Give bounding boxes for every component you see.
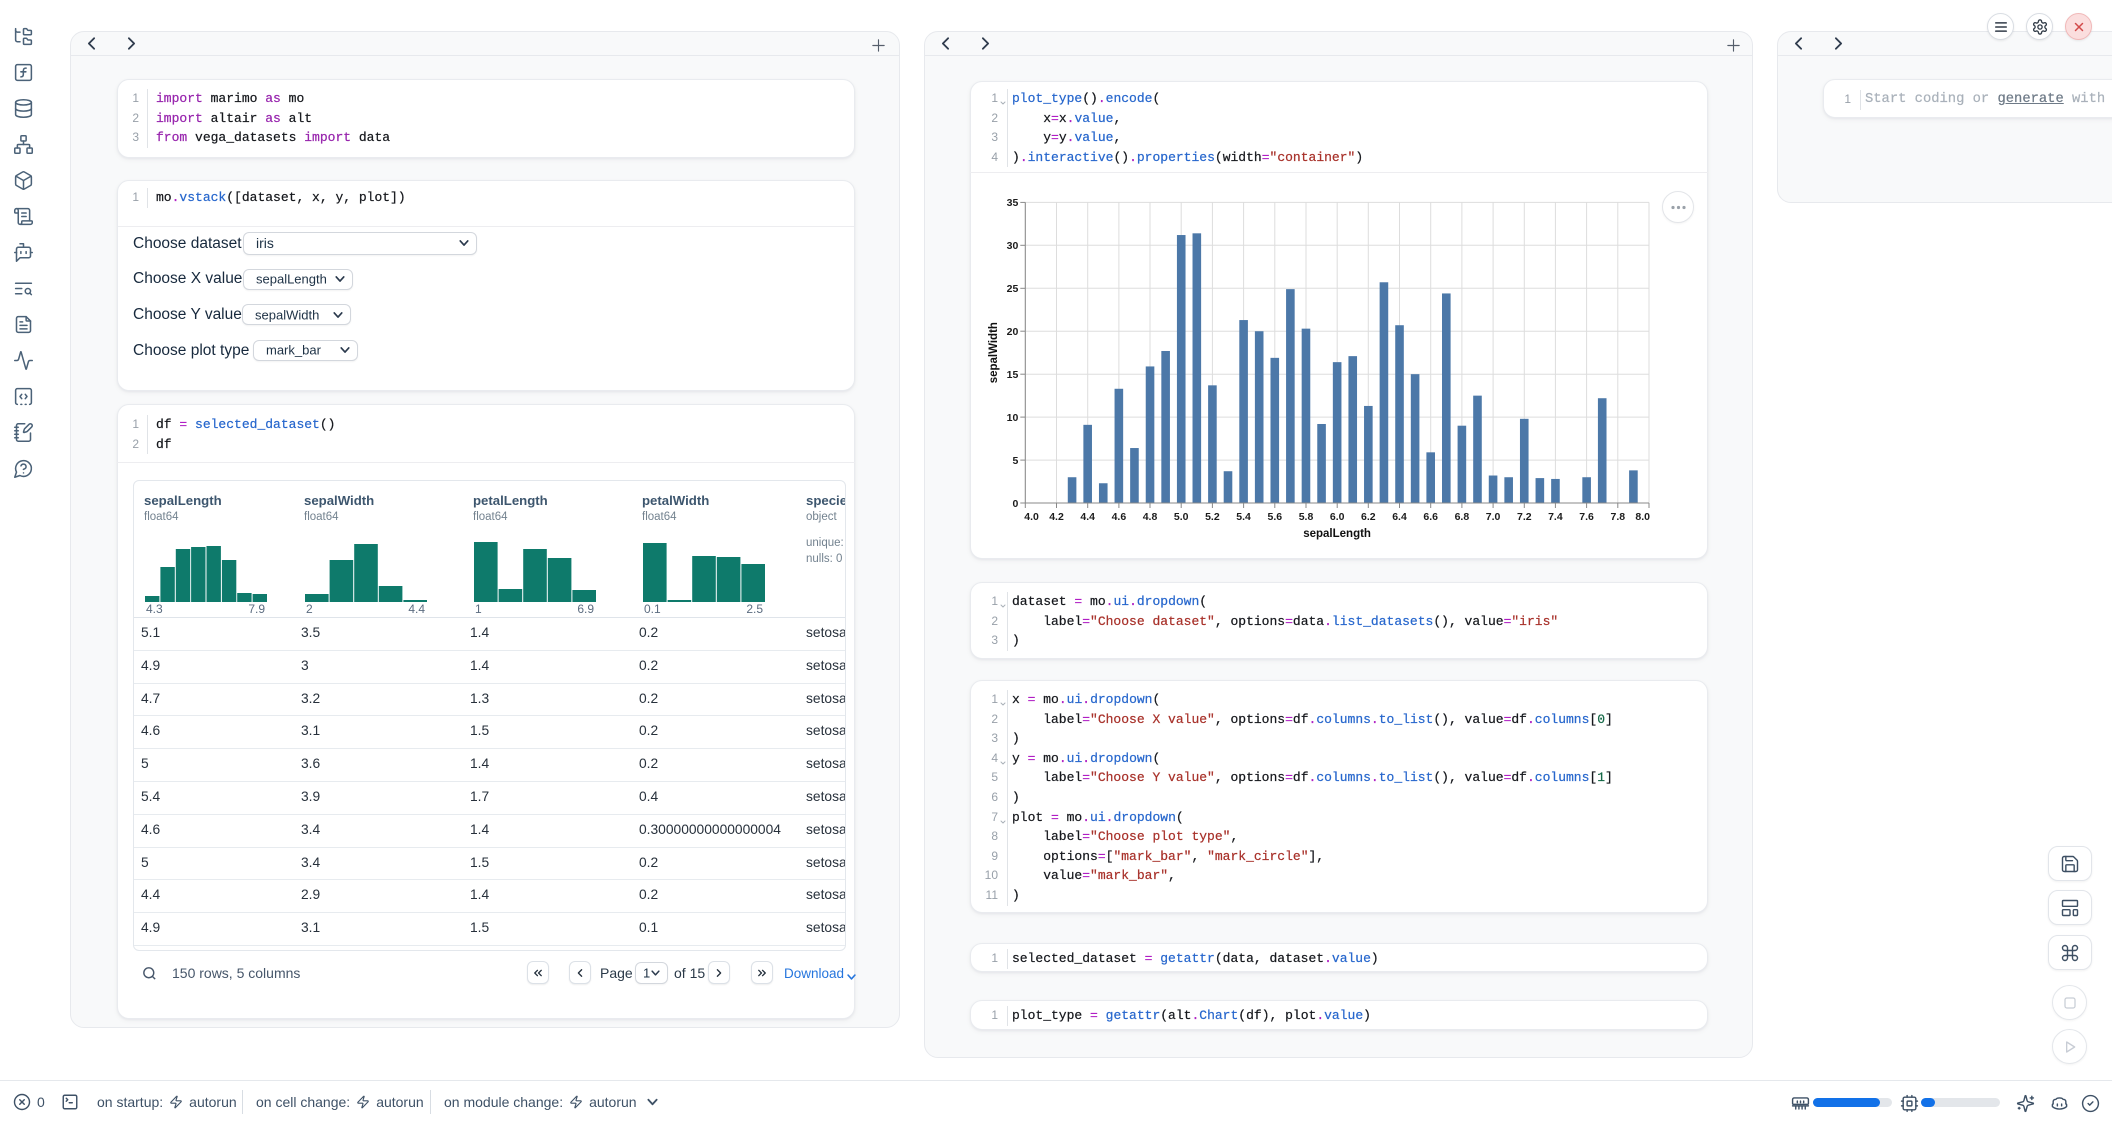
svg-text:7.6: 7.6 [1579, 511, 1594, 523]
svg-text:5: 5 [1012, 455, 1018, 467]
svg-text:20: 20 [1007, 326, 1019, 338]
svg-text:25: 25 [1007, 283, 1019, 295]
svg-text:sepalLength: sepalLength [1303, 528, 1371, 540]
svg-text:5.4: 5.4 [1236, 511, 1251, 523]
svg-text:7.8: 7.8 [1610, 511, 1625, 523]
svg-text:7.4: 7.4 [1548, 511, 1563, 523]
svg-text:6.0: 6.0 [1330, 511, 1345, 523]
svg-text:15: 15 [1007, 369, 1019, 381]
svg-text:30: 30 [1007, 240, 1019, 252]
svg-text:5.0: 5.0 [1174, 511, 1189, 523]
svg-text:4.4: 4.4 [1080, 511, 1095, 523]
svg-text:5.2: 5.2 [1205, 511, 1220, 523]
svg-text:4.6: 4.6 [1112, 511, 1127, 523]
svg-text:5.8: 5.8 [1299, 511, 1314, 523]
svg-text:6.6: 6.6 [1423, 511, 1438, 523]
svg-text:8.0: 8.0 [1635, 511, 1650, 523]
svg-text:6.2: 6.2 [1361, 511, 1376, 523]
svg-text:0: 0 [1012, 498, 1018, 510]
svg-text:6.4: 6.4 [1392, 511, 1407, 523]
svg-text:sepalWidth: sepalWidth [988, 322, 1000, 383]
svg-text:4.0: 4.0 [1024, 511, 1039, 523]
svg-text:5.6: 5.6 [1267, 511, 1282, 523]
svg-text:35: 35 [1007, 197, 1019, 209]
svg-text:4.8: 4.8 [1143, 511, 1158, 523]
svg-text:4.2: 4.2 [1049, 511, 1064, 523]
svg-text:7.0: 7.0 [1486, 511, 1501, 523]
svg-text:6.8: 6.8 [1455, 511, 1470, 523]
svg-text:10: 10 [1007, 412, 1019, 424]
svg-text:7.2: 7.2 [1517, 511, 1532, 523]
